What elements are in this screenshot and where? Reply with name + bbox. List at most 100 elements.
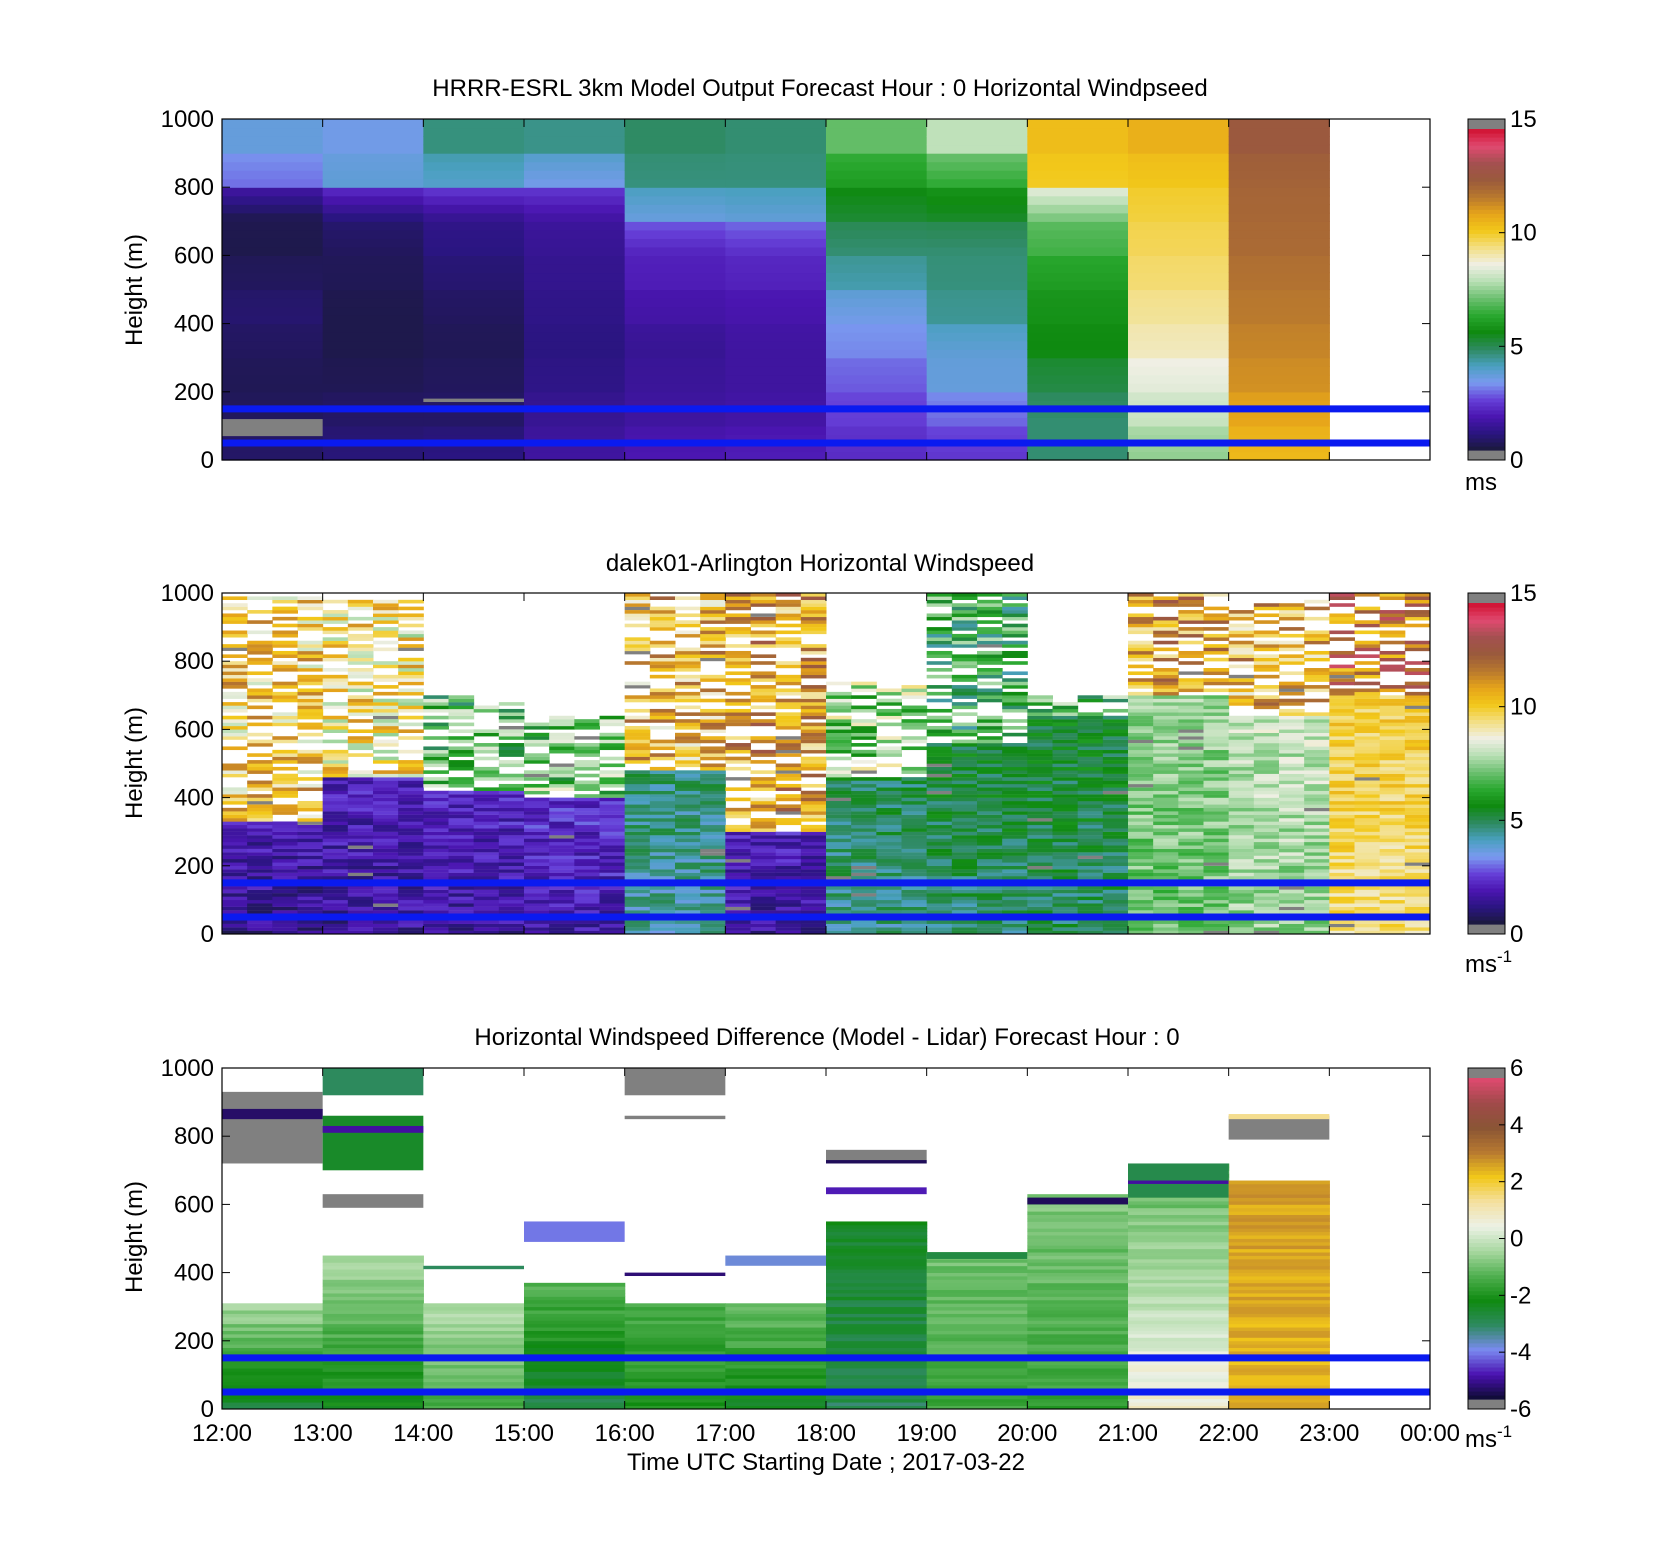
heatmap-cell <box>473 814 500 819</box>
heatmap-cell <box>675 821 701 826</box>
heatmap-cell <box>1153 777 1179 781</box>
heatmap-cell <box>851 725 877 730</box>
heatmap-cell <box>347 852 374 856</box>
heatmap-cell <box>901 930 928 935</box>
heatmap-cell <box>1203 855 1230 860</box>
heatmap-cell <box>1404 790 1431 795</box>
heatmap-cell <box>498 712 525 716</box>
heatmap-cell <box>1027 1221 1129 1226</box>
heatmap-cell <box>1153 678 1179 682</box>
heatmap-cell <box>1178 814 1204 819</box>
heatmap-cell <box>1253 838 1280 843</box>
colorbar-segment <box>1468 711 1505 716</box>
heatmap-cell <box>1279 899 1305 904</box>
heatmap-cell <box>1228 848 1255 853</box>
heatmap-cell <box>272 824 298 829</box>
heatmap-cell <box>398 671 424 676</box>
heatmap-cell <box>1052 841 1079 846</box>
heatmap-cell <box>247 848 273 853</box>
heatmap-cell <box>498 876 525 880</box>
heatmap-cell <box>1027 383 1129 393</box>
heatmap-cell <box>926 872 953 877</box>
heatmap-cell <box>851 835 877 839</box>
heatmap-cell <box>926 1402 1028 1406</box>
heatmap-cell <box>398 896 424 901</box>
heatmap-cell <box>549 814 575 819</box>
heatmap-cell <box>498 729 525 733</box>
heatmap-cell <box>222 927 248 931</box>
heatmap-cell <box>926 1262 1028 1267</box>
heatmap-cell <box>549 739 575 744</box>
heatmap-cell <box>1379 705 1406 710</box>
heatmap-cell <box>624 749 651 754</box>
heatmap-cell <box>524 298 626 308</box>
heatmap-cell <box>1304 869 1330 873</box>
heatmap-cell <box>851 899 877 904</box>
heatmap-cell <box>247 886 273 890</box>
heatmap-cell <box>524 1323 626 1328</box>
heatmap-cell <box>423 204 525 214</box>
heatmap-cell <box>977 801 1003 805</box>
heatmap-cell <box>322 1330 424 1335</box>
heatmap-cell <box>322 876 349 880</box>
heatmap-cell <box>1102 852 1129 856</box>
heatmap-cell <box>599 889 626 894</box>
heatmap-cell <box>222 1398 324 1403</box>
heatmap-cell <box>448 794 475 798</box>
heatmap-cell <box>1203 647 1230 652</box>
heatmap-cell <box>800 773 827 778</box>
heatmap-cell <box>549 746 575 751</box>
heatmap-cell <box>826 927 852 931</box>
heatmap-cell <box>649 794 676 798</box>
heatmap-cell <box>977 862 1003 866</box>
heatmap-cell <box>876 910 902 914</box>
heatmap-cell <box>725 451 827 461</box>
heatmap-cell <box>926 1368 1028 1372</box>
heatmap-cell <box>901 872 928 877</box>
heatmap-cell <box>700 855 726 860</box>
heatmap-cell <box>750 599 777 604</box>
heatmap-cell <box>675 678 701 682</box>
heatmap-cell <box>926 715 953 720</box>
heatmap-cell <box>423 1402 525 1406</box>
heatmap-cell <box>1178 678 1204 682</box>
heatmap-cell <box>1153 910 1179 914</box>
heatmap-cell <box>977 725 1003 730</box>
heatmap-cell <box>1228 739 1255 744</box>
heatmap-cell <box>423 1371 525 1376</box>
heatmap-cell <box>347 930 374 935</box>
heatmap-cell <box>750 927 777 931</box>
heatmap-cell <box>322 280 424 291</box>
heatmap-cell <box>272 804 298 809</box>
heatmap-cell <box>700 831 726 836</box>
heatmap-cell <box>272 780 298 785</box>
heatmap-cell <box>347 801 374 805</box>
colorbar-segment <box>1468 157 1505 162</box>
heatmap-cell <box>926 195 1028 205</box>
colorbar-segment <box>1468 803 1505 809</box>
heatmap-cell <box>448 858 475 863</box>
heatmap-cell <box>524 732 550 737</box>
heatmap-cell <box>524 408 626 418</box>
heatmap-cell <box>1404 824 1431 829</box>
heatmap-cell <box>423 195 525 205</box>
heatmap-cell <box>649 824 676 829</box>
heatmap-cell <box>423 715 449 720</box>
heatmap-cell <box>272 640 298 645</box>
heatmap-cell <box>498 920 525 924</box>
heatmap-cell <box>524 773 550 778</box>
heatmap-cell <box>473 845 500 849</box>
heatmap-cell <box>775 763 802 768</box>
heatmap-cell <box>524 1344 626 1349</box>
colorbar-segment <box>1468 775 1505 781</box>
heatmap-cell <box>700 858 726 863</box>
heatmap-cell <box>1027 787 1053 791</box>
heatmap-cell <box>524 1395 626 1400</box>
heatmap-cell <box>322 1313 424 1318</box>
heatmap-cell <box>725 896 751 901</box>
heatmap-cell <box>448 896 475 901</box>
heatmap-cell <box>473 889 500 894</box>
heatmap-cell <box>599 828 626 832</box>
heatmap-cell <box>800 695 827 699</box>
heatmap-cell <box>373 855 399 860</box>
